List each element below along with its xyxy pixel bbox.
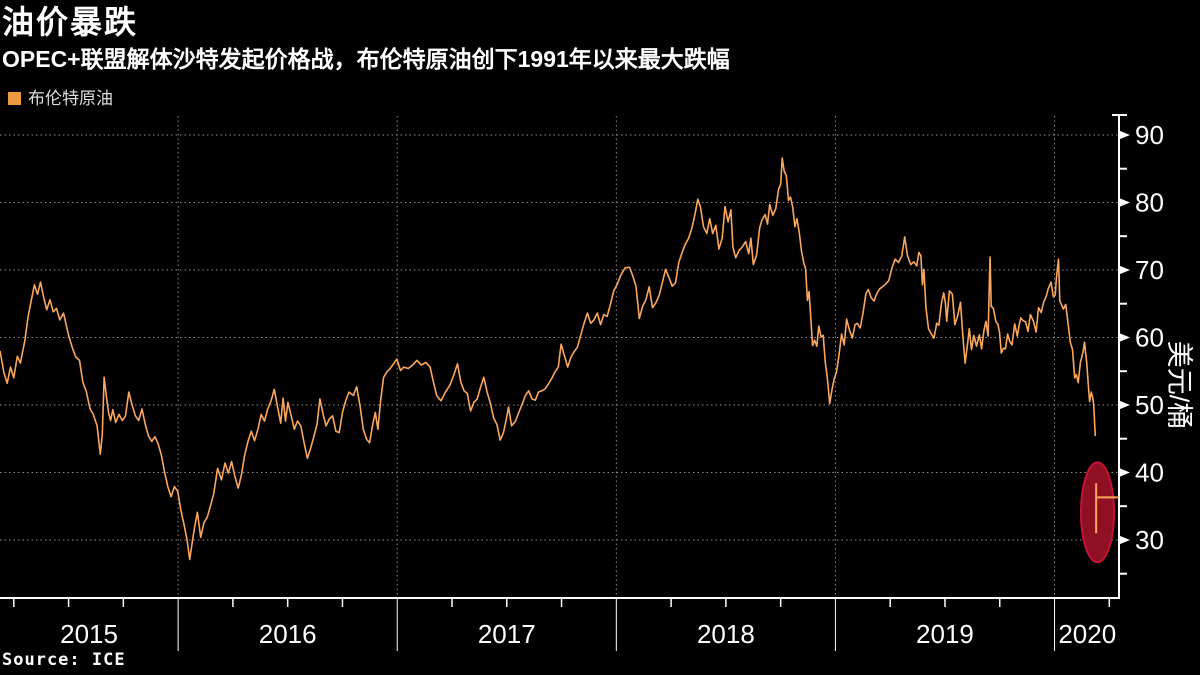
page-subtitle: OPEC+联盟解体沙特发起价格战，布伦特原油创下1991年以来最大跌幅 [2,46,730,72]
y-tick-arrow-icon [1119,197,1130,207]
page-title: 油价暴跌 [2,3,139,41]
source-note: Source: ICE [2,650,126,670]
y-tick-label: 50 [1135,390,1164,420]
x-year-label: 2017 [478,619,536,649]
x-year-label: 2019 [916,619,974,649]
x-year-label: 2015 [60,619,118,649]
x-year-label: 2020 [1058,619,1116,649]
x-year-label: 2018 [697,619,755,649]
y-tick-arrow-icon [1119,130,1130,140]
y-tick-label: 30 [1135,525,1164,555]
x-year-label: 2016 [259,619,317,649]
crash-highlight-ellipse [1079,461,1115,564]
y-tick-label: 60 [1135,322,1164,352]
price-line [0,157,1097,561]
legend-label: 布伦特原油 [28,89,113,108]
y-tick-label: 40 [1135,457,1164,487]
y-tick-label: 80 [1135,187,1164,217]
y-tick-arrow-icon [1119,400,1130,410]
y-tick-label: 70 [1135,255,1164,285]
y-tick-arrow-icon [1119,265,1130,275]
y-tick-arrow-icon [1119,332,1130,342]
y-tick-arrow-icon [1119,535,1130,545]
y-tick-arrow-icon [1119,467,1130,477]
y-tick-label: 90 [1135,120,1164,150]
y-axis-unit-label: 美元/桶 [1164,341,1194,430]
legend: 布伦特原油 [8,90,113,107]
legend-swatch-icon [8,92,21,105]
